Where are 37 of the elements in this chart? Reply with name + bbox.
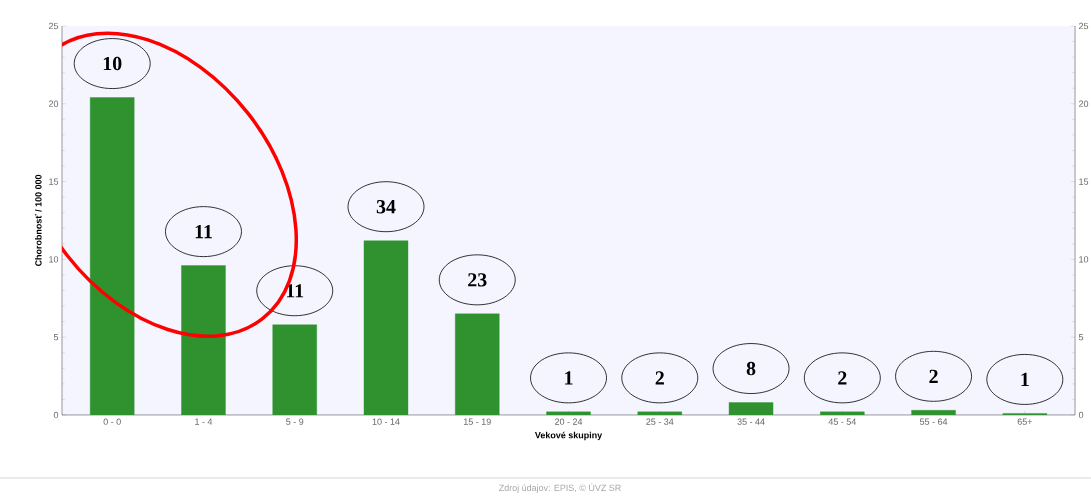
x-tick-label: 10 - 14 xyxy=(372,418,400,425)
y2-tick-label: 0 xyxy=(1078,411,1084,419)
y-tick-label: 10 xyxy=(49,256,59,263)
y-axis-title: Chorobnosť / 100 000 xyxy=(35,174,42,267)
annotation: 10 xyxy=(103,56,122,71)
annotation: 23 xyxy=(468,273,487,287)
x-tick-label: 65+ xyxy=(1017,418,1032,425)
x-tick-label: 55 - 64 xyxy=(919,418,948,425)
text: Zdroj údajov: EPIS, © ÚVZ SR xyxy=(499,483,621,493)
y-tick-label: 0 xyxy=(53,411,59,419)
x-tick-label: 0 - 0 xyxy=(103,418,121,425)
y2-tick-label: 10 xyxy=(1079,256,1089,263)
x-axis-title: Vekové skupiny xyxy=(534,431,603,441)
x-tick-label: 5 - 9 xyxy=(286,418,304,425)
annotation: 1 xyxy=(565,371,573,385)
y-tick-label: 5 xyxy=(53,334,59,341)
annotation: 11 xyxy=(195,225,212,239)
y2-tick-label: 25 xyxy=(1079,22,1089,30)
y-tick-label: 25 xyxy=(48,22,59,30)
y-tick-label: 20 xyxy=(48,100,59,107)
x-tick-label: 15 - 19 xyxy=(463,418,491,425)
y2-tick-label: 15 xyxy=(1079,178,1089,185)
y-tick-label: 15 xyxy=(49,178,59,185)
annotation: 2 xyxy=(838,371,847,385)
annotation: 1 xyxy=(1021,372,1029,387)
x-tick-label: 25 - 34 xyxy=(646,418,674,425)
annotation: 11 xyxy=(286,284,304,298)
x-tick-label: 45 - 54 xyxy=(828,418,856,425)
x-tick-label: 1 - 4 xyxy=(195,418,213,425)
x-tick-label: 35 - 44 xyxy=(737,418,765,425)
annotation: 2 xyxy=(655,371,664,385)
y2-tick-label: 5 xyxy=(1078,334,1084,341)
y2-tick-label: 20 xyxy=(1079,100,1089,107)
annotation: 2 xyxy=(929,369,938,383)
annotation: 34 xyxy=(376,200,396,214)
x-tick-label: 20 - 24 xyxy=(555,418,583,425)
annotation: 8 xyxy=(746,361,756,376)
